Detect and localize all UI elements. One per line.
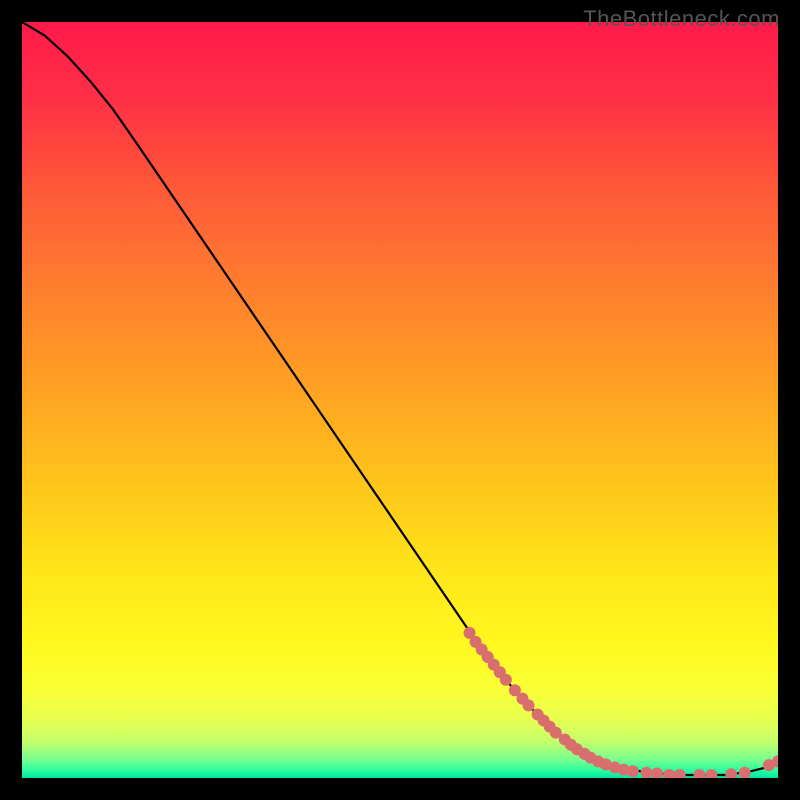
data-marker — [627, 765, 639, 777]
data-marker — [640, 767, 652, 778]
data-marker — [500, 674, 512, 686]
data-marker — [523, 699, 535, 711]
data-marker — [739, 767, 751, 778]
data-marker — [674, 769, 686, 778]
data-marker — [663, 769, 675, 778]
bottleneck-curve — [22, 22, 778, 775]
data-marker — [693, 769, 705, 778]
data-marker — [705, 769, 717, 778]
data-marker — [651, 767, 663, 778]
data-marker — [725, 768, 737, 778]
chart-plot-area — [22, 22, 778, 778]
data-markers-group — [464, 627, 778, 778]
watermark-text: TheBottleneck.com — [583, 6, 780, 32]
chart-curve-layer — [22, 22, 778, 778]
